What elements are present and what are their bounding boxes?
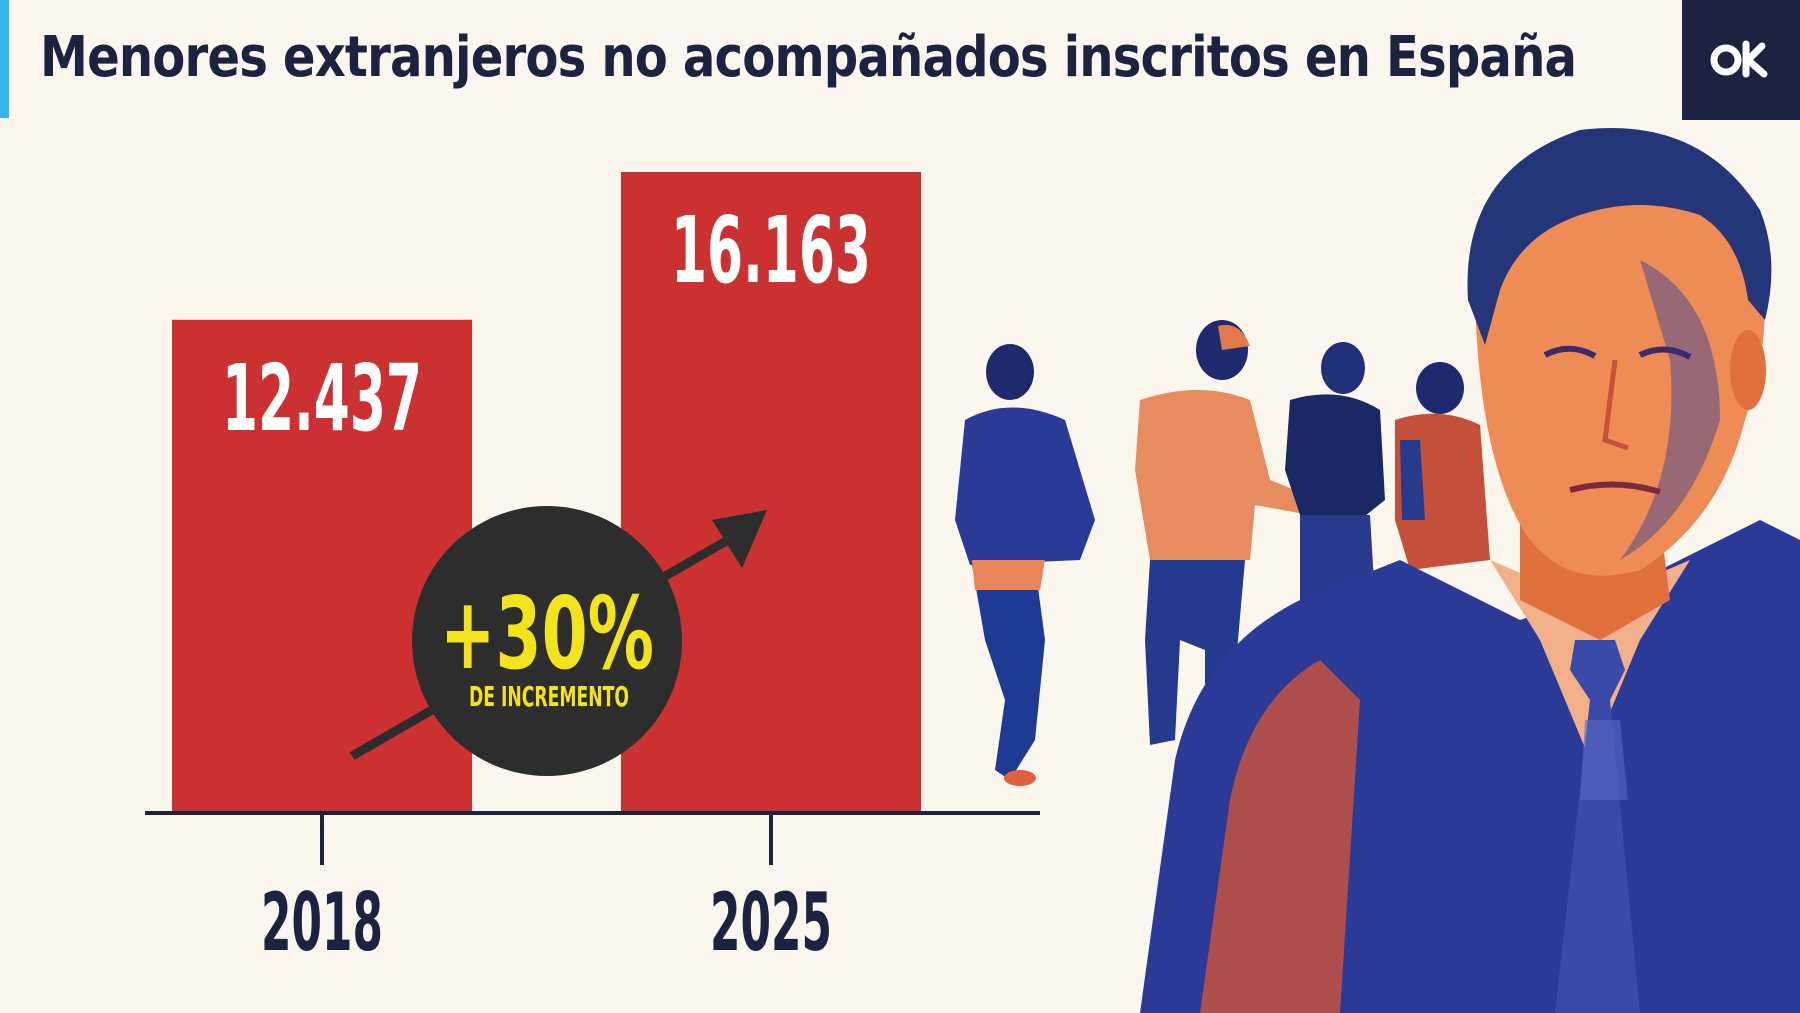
x-tick-label: 2018 — [261, 876, 383, 969]
trend-arrow-icon — [712, 510, 767, 568]
title-accent-bar — [0, 0, 9, 118]
badge-circle — [412, 506, 682, 776]
increase-badge: +30%DE INCREMENTO — [349, 506, 767, 776]
chart-title: Menores extranjeros no acompañados inscr… — [40, 25, 1577, 90]
x-tick-label: 2025 — [710, 876, 832, 969]
bar-2018 — [172, 319, 472, 813]
bar-2025 — [621, 172, 921, 813]
brand-logo — [1682, 0, 1800, 120]
increase-caption: DE INCREMENTO — [469, 680, 629, 713]
bar-value-label: 16.163 — [671, 197, 871, 304]
ok-logo-icon — [1710, 40, 1768, 78]
increase-percentage: +30% — [440, 575, 654, 692]
man-portrait-illustration — [1140, 127, 1800, 1013]
bar-value-label: 12.437 — [222, 345, 422, 452]
